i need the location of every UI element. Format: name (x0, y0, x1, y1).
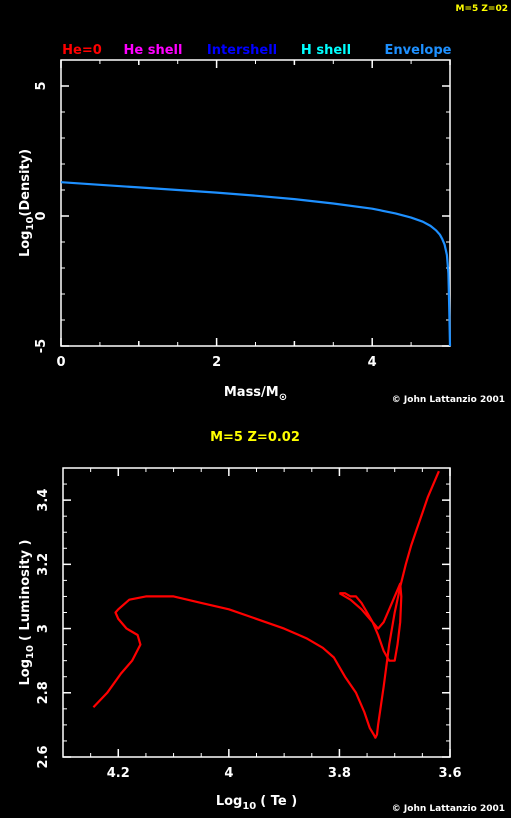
legend-item: Envelope (385, 43, 452, 58)
x-tick-label: 4.2 (107, 766, 130, 781)
copyright-text: © John Lattanzio 2001 (392, 804, 505, 814)
hr-diagram-chart: M=5 Z=0.02 4.2 4 3.8 3.6 2.6 2.8 3 3.2 3.4 Log10… (18, 430, 505, 814)
chart-title: M=5 Z=0.02 (210, 430, 300, 445)
corner-label: M=5 Z=02 (456, 4, 508, 14)
legend-item: Intershell (207, 43, 277, 58)
y-axis-label: Log10( Luminosity ) (18, 540, 36, 686)
x-tick-label: 3.8 (328, 766, 351, 781)
legend: He=0 He shell Intershell H shell Envelope (62, 43, 451, 58)
series-lines (92, 470, 440, 739)
density-chart: He=0 He shell Intershell H shell Envelope 0 2… (18, 43, 505, 405)
y-axis-label: Log10(Density) (18, 149, 36, 257)
y-tick-label: 3.4 (36, 489, 51, 512)
series-line-0 (92, 470, 440, 739)
x-axis-label: Log10( Te ) (216, 794, 297, 812)
series-lines (60, 181, 452, 347)
axis-ticks: 0 2 4 -5 0 5 (34, 59, 451, 370)
x-tick-label: 4 (224, 766, 233, 781)
x-tick-label: 2 (212, 355, 221, 370)
y-tick-label: 2.6 (36, 745, 51, 768)
y-tick-label: 2.8 (36, 681, 51, 704)
x-tick-label: 4 (368, 355, 377, 370)
y-tick-label: 0 (34, 211, 49, 220)
legend-item: He=0 (62, 43, 102, 58)
plot-frame (60, 59, 451, 347)
y-tick-label: 3.2 (36, 553, 51, 576)
y-tick-label: -5 (34, 339, 49, 353)
x-tick-label: 0 (56, 355, 65, 370)
series-line-0 (60, 181, 452, 347)
plot-frame (62, 467, 451, 758)
legend-item: He shell (124, 43, 183, 58)
legend-item: H shell (301, 43, 351, 58)
series-line-1 (338, 582, 403, 662)
copyright-text: © John Lattanzio 2001 (392, 395, 505, 405)
y-tick-label: 3 (36, 624, 51, 633)
x-tick-label: 3.6 (438, 766, 461, 781)
y-tick-label: 5 (34, 81, 49, 90)
axis-ticks: 4.2 4 3.8 3.6 2.6 2.8 3 3.2 3.4 (36, 467, 462, 781)
x-axis-label: Mass/M⊙ (224, 385, 287, 403)
